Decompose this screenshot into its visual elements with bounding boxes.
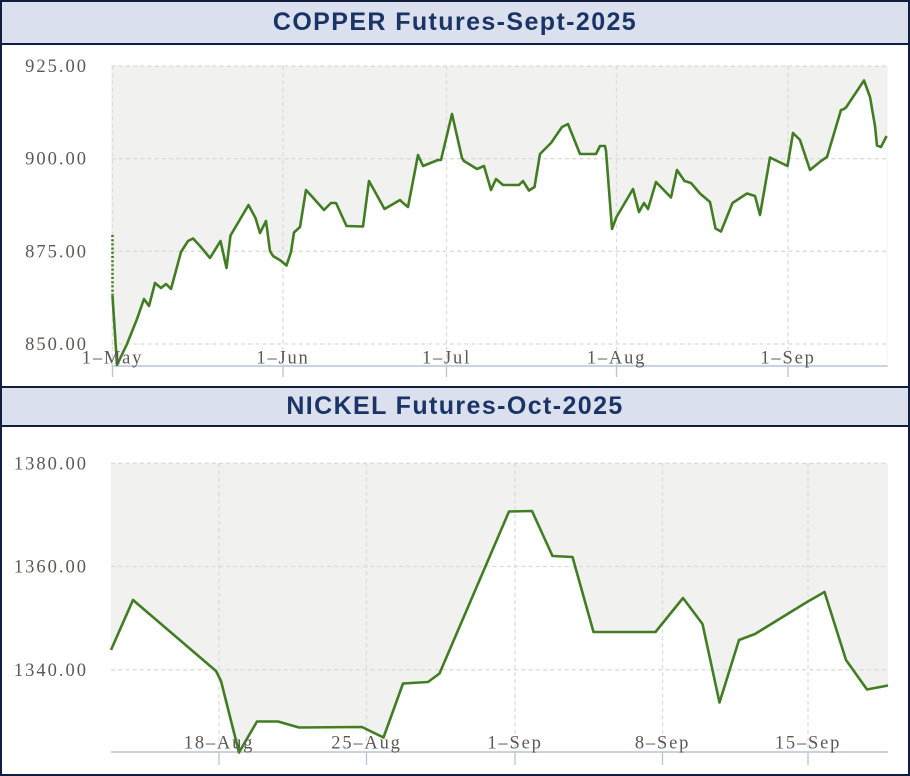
svg-text:1–Sep: 1–Sep xyxy=(487,734,542,754)
svg-text:925.00: 925.00 xyxy=(25,57,88,77)
svg-text:25–Aug: 25–Aug xyxy=(331,734,401,754)
svg-text:1360.00: 1360.00 xyxy=(14,558,88,578)
svg-text:1380.00: 1380.00 xyxy=(14,454,88,474)
svg-text:1–Aug: 1–Aug xyxy=(587,348,646,368)
svg-text:8–Sep: 8–Sep xyxy=(635,734,690,754)
svg-text:15–Sep: 15–Sep xyxy=(775,734,841,754)
svg-text:900.00: 900.00 xyxy=(25,150,88,170)
svg-text:875.00: 875.00 xyxy=(25,242,88,262)
svg-text:1–Sep: 1–Sep xyxy=(760,348,815,368)
svg-text:1–Jun: 1–Jun xyxy=(256,348,309,368)
svg-text:1–May: 1–May xyxy=(82,348,143,368)
svg-text:1–Jul: 1–Jul xyxy=(422,348,471,368)
svg-text:18–Aug: 18–Aug xyxy=(184,734,254,754)
svg-text:850.00: 850.00 xyxy=(25,335,88,355)
svg-text:1340.00: 1340.00 xyxy=(14,661,88,681)
